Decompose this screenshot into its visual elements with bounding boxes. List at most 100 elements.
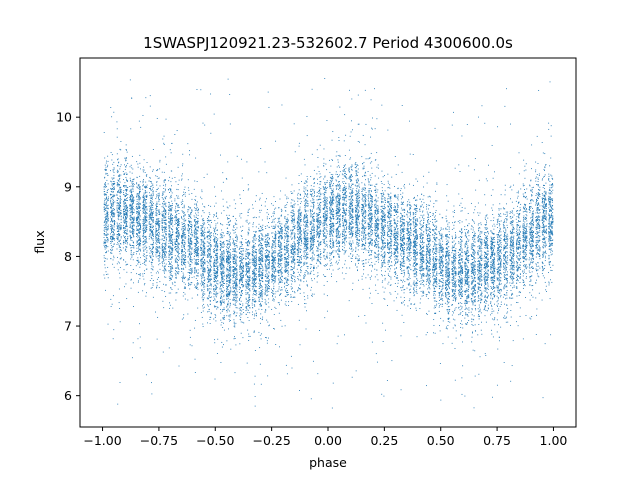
data-point [140, 210, 141, 211]
data-point [188, 272, 189, 273]
data-point [466, 241, 467, 242]
data-point [131, 196, 132, 197]
data-point [307, 273, 308, 274]
data-point [507, 262, 508, 263]
data-point [137, 264, 138, 265]
data-point [384, 197, 385, 198]
data-point [336, 261, 337, 262]
data-point [461, 252, 462, 253]
data-point [494, 224, 495, 225]
data-point [500, 252, 501, 253]
data-point [125, 203, 126, 204]
data-point [499, 208, 500, 209]
data-point [260, 335, 261, 336]
data-point [342, 249, 343, 250]
data-point [176, 238, 177, 239]
data-point [480, 231, 481, 232]
data-point [364, 190, 365, 191]
data-point [342, 239, 343, 240]
data-point [312, 189, 313, 190]
data-point [439, 286, 440, 287]
data-point [144, 220, 145, 221]
data-point [240, 227, 241, 228]
data-point [223, 279, 224, 280]
data-point [265, 161, 266, 162]
data-point [216, 245, 217, 246]
data-point [494, 242, 495, 243]
data-point [544, 265, 545, 266]
data-point [196, 230, 197, 231]
data-point [239, 292, 240, 293]
data-point [285, 325, 286, 326]
data-point [223, 344, 224, 345]
data-point [303, 281, 304, 282]
data-point [419, 308, 420, 309]
data-point [516, 231, 517, 232]
data-point [139, 121, 140, 122]
data-point [172, 217, 173, 218]
data-point [237, 265, 238, 266]
data-point [197, 210, 198, 211]
data-point [274, 272, 275, 273]
data-point [475, 290, 476, 291]
data-point [349, 185, 350, 186]
data-point [143, 219, 144, 220]
data-point [545, 343, 546, 344]
data-point [349, 215, 350, 216]
data-point [117, 224, 118, 225]
data-point [377, 227, 378, 228]
data-point [240, 297, 241, 298]
data-point [247, 363, 248, 364]
data-point [265, 250, 266, 251]
data-point [243, 268, 244, 269]
data-point [416, 287, 417, 288]
data-point [299, 237, 300, 238]
data-point [325, 202, 326, 203]
data-point [125, 261, 126, 262]
data-point [261, 233, 262, 234]
data-point [261, 268, 262, 269]
data-point [428, 215, 429, 216]
data-point [416, 237, 417, 238]
data-point [215, 320, 216, 321]
data-point [162, 230, 163, 231]
data-point [481, 233, 482, 234]
data-point [320, 220, 321, 221]
data-point [319, 210, 320, 211]
data-point [530, 218, 531, 219]
data-point [426, 232, 427, 233]
data-point [550, 246, 551, 247]
data-point [371, 276, 372, 277]
data-point [478, 230, 479, 231]
data-point [194, 235, 195, 236]
data-point [137, 225, 138, 226]
data-point [493, 284, 494, 285]
data-point [384, 252, 385, 253]
data-point [248, 302, 249, 303]
data-point [235, 251, 236, 252]
data-point [377, 231, 378, 232]
data-point [479, 283, 480, 284]
data-point [384, 260, 385, 261]
data-point [410, 269, 411, 270]
data-point [106, 198, 107, 199]
data-point [138, 207, 139, 208]
data-point [402, 286, 403, 287]
data-point [242, 293, 243, 294]
data-point [175, 241, 176, 242]
data-point [466, 323, 467, 324]
data-point [344, 230, 345, 231]
data-point [249, 294, 250, 295]
data-point [222, 302, 223, 303]
data-point [338, 262, 339, 263]
data-point [416, 205, 417, 206]
data-point [220, 241, 221, 242]
data-point [523, 184, 524, 185]
data-point [279, 313, 280, 314]
data-point [427, 220, 428, 221]
data-point [272, 295, 273, 296]
data-point [150, 189, 151, 190]
data-point [127, 194, 128, 195]
data-point [518, 259, 519, 260]
data-point [420, 224, 421, 225]
